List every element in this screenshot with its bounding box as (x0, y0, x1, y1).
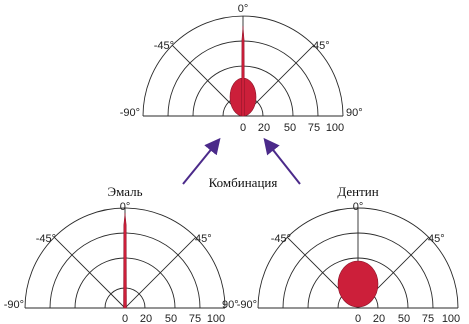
dentin-polar-plot: 0° -45° 45° -90° 0 20 50 75 100 (237, 201, 460, 324)
left-arrow (182, 137, 221, 185)
enamel-tick-50: 50 (165, 313, 177, 324)
enamel-tick-75: 75 (189, 313, 201, 324)
combination-caption: Комбинация (209, 175, 278, 190)
dentin-label-neg45: -45° (271, 233, 291, 245)
enamel-polar-plot: 0° -45° 45° -90° 90° 0 20 50 75 100 (4, 201, 239, 324)
combination-label-pos45: 45° (313, 40, 330, 52)
dentin-tick-20: 20 (373, 313, 385, 324)
combination-label-0: 0° (238, 3, 249, 15)
dentin-label-pos45: 45° (428, 233, 445, 245)
combination-label-neg90: -90° (120, 107, 140, 119)
combination-tick-75: 75 (308, 122, 320, 134)
enamel-label-0: 0° (120, 201, 131, 213)
combination-lobe (229, 25, 257, 117)
combination-polar-plot: 0° -45° 45° -90° 90° 0 20 50 75 100 (120, 3, 363, 134)
combination-tick-0: 0 (240, 122, 246, 134)
combination-label-neg45: -45° (154, 40, 174, 52)
dentin-tick-75: 75 (422, 313, 434, 324)
enamel-caption: Эмаль (107, 184, 142, 199)
enamel-tick-20: 20 (140, 313, 152, 324)
enamel-label-pos45: 45° (195, 233, 212, 245)
right-arrow (263, 137, 301, 185)
enamel-label-neg90: -90° (4, 299, 24, 311)
enamel-lobe-spike (123, 212, 127, 309)
dentin-tick-50: 50 (398, 313, 410, 324)
enamel-label-pos90: 90° (222, 299, 239, 311)
enamel-axis-neg45 (53, 236, 126, 309)
dentin-caption: Дентин (337, 184, 378, 199)
enamel-axis-pos45 (124, 236, 197, 309)
dentin-label-neg90: -90° (237, 299, 257, 311)
combination-lobe-spike (241, 25, 245, 117)
enamel-tick-0: 0 (122, 313, 128, 324)
combination-radial-ticks: 0 20 50 75 100 (240, 122, 344, 134)
enamel-radial-ticks: 0 20 50 75 100 (122, 313, 225, 324)
combination-tick-50: 50 (284, 122, 296, 134)
dentin-radial-ticks: 0 20 50 75 100 (355, 313, 460, 324)
combination-label-pos90: 90° (346, 107, 363, 119)
combination-tick-20: 20 (258, 122, 270, 134)
combination-tick-100: 100 (326, 122, 344, 134)
dentin-lobe-broad (337, 260, 379, 308)
dentin-label-0: 0° (353, 201, 364, 213)
enamel-tick-100: 100 (207, 313, 225, 324)
dentin-tick-0: 0 (355, 313, 361, 324)
dentin-tick-100: 100 (442, 313, 460, 324)
enamel-label-neg45: -45° (36, 233, 56, 245)
